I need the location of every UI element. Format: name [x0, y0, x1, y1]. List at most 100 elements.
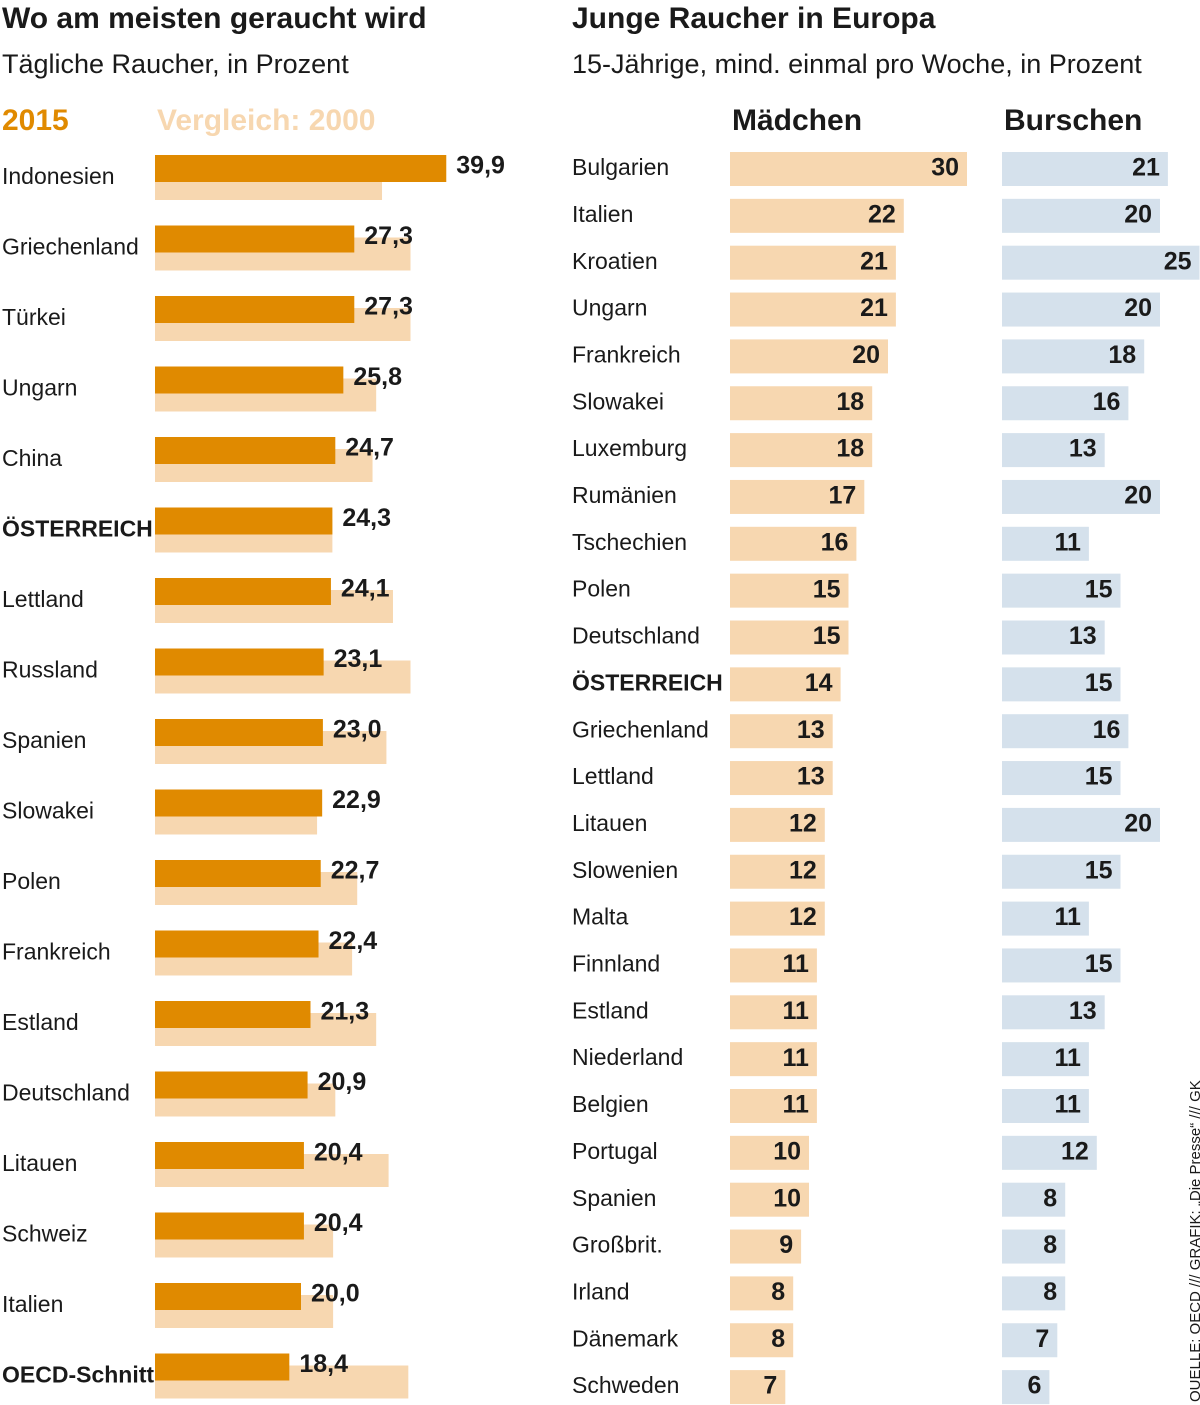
- value-label: 13: [1069, 435, 1097, 463]
- category-label: Tschechien: [572, 529, 687, 555]
- value-label: 8: [771, 1278, 785, 1306]
- value-label: 24,3: [342, 504, 391, 532]
- bar: [1002, 1182, 1066, 1217]
- value-label: 10: [773, 1184, 801, 1212]
- value-label: 15: [1085, 950, 1113, 978]
- category-label: Griechenland: [572, 716, 709, 742]
- chart-subtitle: 15-Jährige, mind. einmal pro Woche, in P…: [572, 49, 1142, 79]
- value-label: 15: [1085, 856, 1113, 884]
- category-label: Malta: [572, 904, 628, 930]
- category-label: Niederland: [572, 1044, 683, 1070]
- category-label: Slowakei: [2, 798, 94, 824]
- bar: [1002, 292, 1160, 327]
- category-label: Rumänien: [572, 482, 677, 508]
- bar: [1002, 1276, 1066, 1311]
- bar: [730, 995, 817, 1030]
- category-label: OECD-Schnitt: [2, 1362, 154, 1388]
- bar: [730, 198, 904, 233]
- value-label: 23,1: [334, 645, 383, 673]
- bar: [155, 507, 333, 535]
- bar: [730, 386, 873, 421]
- value-label: 20,0: [311, 1280, 360, 1308]
- category-label: Ungarn: [2, 375, 77, 401]
- bar: [1002, 198, 1160, 233]
- bar: [730, 1323, 794, 1358]
- bar: [1002, 245, 1200, 280]
- value-label: 21: [1132, 154, 1160, 182]
- bar: [730, 1089, 817, 1123]
- category-label: China: [2, 445, 62, 471]
- bar: [155, 366, 344, 394]
- bar: [1002, 948, 1121, 983]
- category-label: Ungarn: [572, 295, 647, 321]
- value-label: 20,4: [314, 1209, 363, 1237]
- value-label: 18,4: [299, 1350, 348, 1378]
- bar: [1002, 433, 1105, 468]
- bar: [155, 1353, 290, 1381]
- value-label: 18: [836, 388, 864, 416]
- value-label: 13: [797, 716, 825, 744]
- category-label: Litauen: [572, 810, 647, 836]
- value-label: 15: [1085, 575, 1113, 603]
- category-label: ÖSTERREICH: [2, 516, 153, 542]
- bar: [730, 667, 841, 702]
- value-label: 25,8: [353, 363, 402, 391]
- bar: [1002, 995, 1105, 1030]
- bar: [730, 761, 833, 796]
- category-label: Deutschland: [2, 1080, 130, 1106]
- category-label: Großbrit.: [572, 1232, 663, 1258]
- value-label: 13: [797, 763, 825, 791]
- bar: [155, 578, 331, 605]
- bar: [1002, 1370, 1050, 1405]
- value-label: 6: [1027, 1372, 1041, 1400]
- bar: [1002, 901, 1089, 936]
- bar: [730, 526, 857, 561]
- value-label: 20,4: [314, 1139, 363, 1167]
- value-label: 20,9: [318, 1068, 367, 1096]
- value-label: 13: [1069, 622, 1097, 650]
- value-label: 22,4: [329, 927, 378, 955]
- value-label: 12: [789, 903, 817, 931]
- value-label: 30: [931, 154, 959, 182]
- value-label: 7: [1035, 1325, 1049, 1353]
- category-label: Dänemark: [572, 1325, 679, 1351]
- bar: [1002, 807, 1160, 842]
- value-label: 27,3: [364, 293, 413, 321]
- value-label: 24,7: [345, 434, 394, 462]
- bar: [730, 152, 967, 186]
- category-label: Portugal: [572, 1138, 658, 1164]
- category-label: Deutschland: [572, 623, 700, 649]
- category-label: Lettland: [2, 586, 84, 612]
- value-label: 9: [779, 1231, 793, 1259]
- bar: [730, 1229, 802, 1264]
- bar: [155, 1142, 304, 1169]
- bar: [1002, 854, 1121, 889]
- category-label: Estland: [2, 1009, 79, 1035]
- value-label: 12: [789, 856, 817, 884]
- bar: [730, 620, 849, 655]
- bar: [1002, 1229, 1066, 1264]
- category-label: Bulgarien: [572, 154, 669, 180]
- category-label: Spanien: [2, 727, 86, 753]
- value-label: 11: [782, 1044, 809, 1072]
- bar: [730, 245, 896, 280]
- value-label: 11: [1054, 528, 1081, 556]
- category-label: Frankreich: [2, 939, 111, 965]
- value-label: 23,0: [333, 716, 382, 744]
- value-label: 13: [1069, 997, 1097, 1025]
- bar: [730, 901, 825, 936]
- bar: [1002, 1042, 1089, 1077]
- category-label: Spanien: [572, 1185, 656, 1211]
- bar: [1002, 667, 1121, 702]
- category-label: Polen: [2, 868, 61, 894]
- category-label: Slowenien: [572, 857, 678, 883]
- bar: [155, 719, 323, 746]
- value-label: 8: [1043, 1278, 1057, 1306]
- bar: [730, 339, 888, 374]
- bar: [1002, 1089, 1089, 1123]
- bar: [1002, 620, 1105, 655]
- value-label: 39,9: [456, 152, 505, 180]
- value-label: 20: [1124, 200, 1152, 228]
- bar: [1002, 479, 1160, 514]
